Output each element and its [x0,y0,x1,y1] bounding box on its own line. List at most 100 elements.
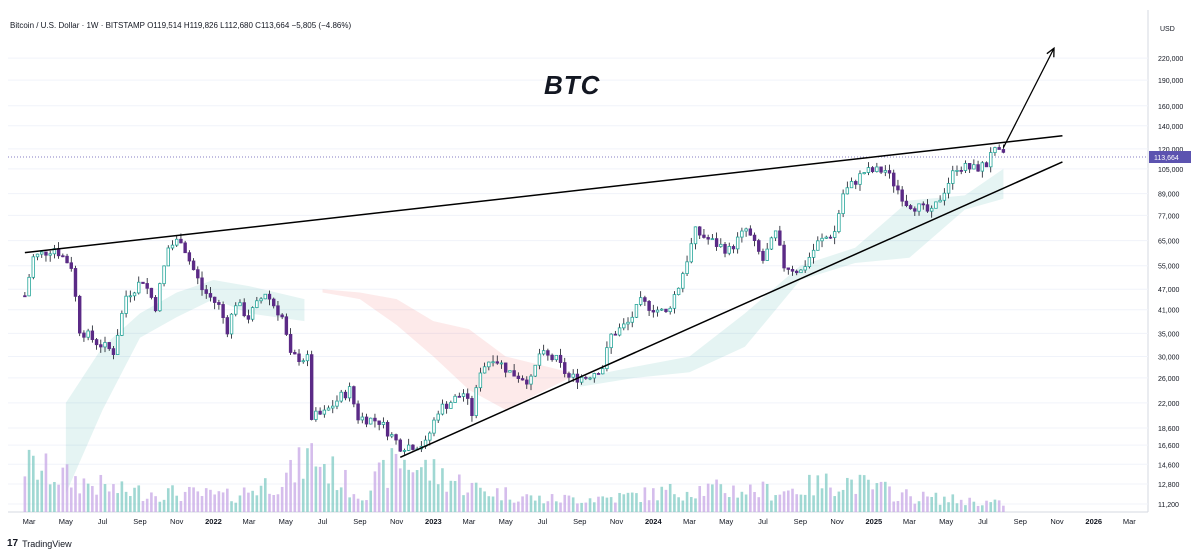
candle-body [550,354,554,361]
candle-body [862,172,866,175]
candle-body [672,294,677,309]
x-tick-label: Nov [610,517,624,526]
volume-bar [711,484,714,512]
x-tick-label: May [719,517,733,526]
candle-body [196,269,200,279]
volume-bar [95,494,98,512]
volume-bar [436,484,440,512]
volume-bar [141,501,145,512]
candle-body [955,169,959,172]
volume-bar [660,486,664,512]
candle-body [904,200,909,206]
candle-body [929,207,934,212]
x-tick-label: Sep [794,517,807,526]
volume-bar [584,502,588,512]
candle-body [284,316,289,335]
chart-annotation-title: BTC [544,70,601,100]
tradingview-logo-text: TradingView [22,538,72,549]
volume-bar [61,467,65,512]
volume-bar [441,468,444,512]
candle-body [499,362,504,365]
y-tick-label: 120,000 [1158,147,1183,154]
candle-body [622,323,626,329]
candle-body [676,287,681,296]
volume-bar [116,493,119,512]
x-tick-label: Jul [98,517,108,526]
tradingview-mark-icon: 17 [7,538,19,549]
volume-bar [761,481,765,512]
volume-bar [529,495,533,512]
candle-body [99,344,103,348]
volume-bar [550,494,554,512]
x-tick-label: Sep [573,517,586,526]
volume-bar [508,499,512,512]
volume-bar [57,484,60,512]
candle-body [740,230,744,238]
volume-bar [255,495,259,512]
candle-body [934,201,938,209]
candle-body [339,391,343,402]
volume-bar [917,501,921,512]
x-tick-label: Sep [353,517,366,526]
candle-body [605,347,609,370]
volume-bar [968,497,971,512]
y-tick-label: 22,000 [1158,401,1180,408]
volume-bar [698,486,702,512]
candle-body [769,237,774,250]
x-tick-label: Mar [1123,517,1136,526]
x-tick-label: May [279,517,293,526]
volume-bar [179,501,183,512]
candle-body [870,167,875,173]
candle-body [398,439,402,452]
candle-body [73,268,78,297]
volume-bar [635,493,638,512]
volume-bar [394,453,398,512]
candle-body [824,236,828,239]
volume-bar [339,487,343,512]
volume-bar [997,500,1001,512]
candle-body [967,163,972,170]
candle-body [343,391,348,399]
volume-bar [639,502,642,512]
volume-bar [48,484,52,512]
volume-bar [466,492,470,512]
candle-body [208,293,213,298]
volume-bar [27,449,31,512]
volume-bar [420,467,423,512]
candle-body [503,362,508,373]
candle-body [428,432,432,441]
x-tick-label: May [939,517,953,526]
candle-body [491,361,495,364]
candle-body [706,237,710,240]
candle-body [297,353,301,363]
candle-body [799,269,803,274]
candle-body [103,342,107,348]
candle-body [579,376,584,383]
candle-body [959,169,963,172]
candle-body [900,189,904,202]
volume-bar [369,490,373,512]
volume-bar [921,491,925,512]
candle-body [782,244,786,269]
candle-body [276,305,280,316]
volume-bar [955,503,959,512]
x-tick-label: Mar [243,517,256,526]
candle-body [381,421,386,425]
volume-bar [398,468,402,512]
candle-body [69,262,73,269]
volume-bar [605,497,609,512]
candle-body [115,335,120,355]
volume-bar [171,485,174,512]
candle-body [980,162,985,172]
candle-body [411,444,415,450]
tradingview-logo[interactable]: 17 TradingView [7,538,72,549]
candle-body [512,370,516,377]
candle-body [61,255,65,258]
candle-body [571,373,575,378]
candle-body [963,163,968,171]
candle-body [647,300,651,311]
volume-bar [411,472,415,512]
x-tick-label: Sep [1014,517,1027,526]
volume-bar [415,470,419,512]
